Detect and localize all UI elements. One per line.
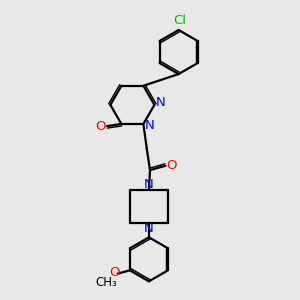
Text: O: O xyxy=(166,159,177,172)
Text: CH₃: CH₃ xyxy=(96,276,118,290)
Text: Cl: Cl xyxy=(173,14,186,27)
Text: N: N xyxy=(144,178,154,191)
Text: N: N xyxy=(145,118,154,131)
Text: O: O xyxy=(109,266,120,279)
Text: N: N xyxy=(156,96,165,109)
Text: N: N xyxy=(144,222,154,235)
Text: O: O xyxy=(96,120,106,133)
